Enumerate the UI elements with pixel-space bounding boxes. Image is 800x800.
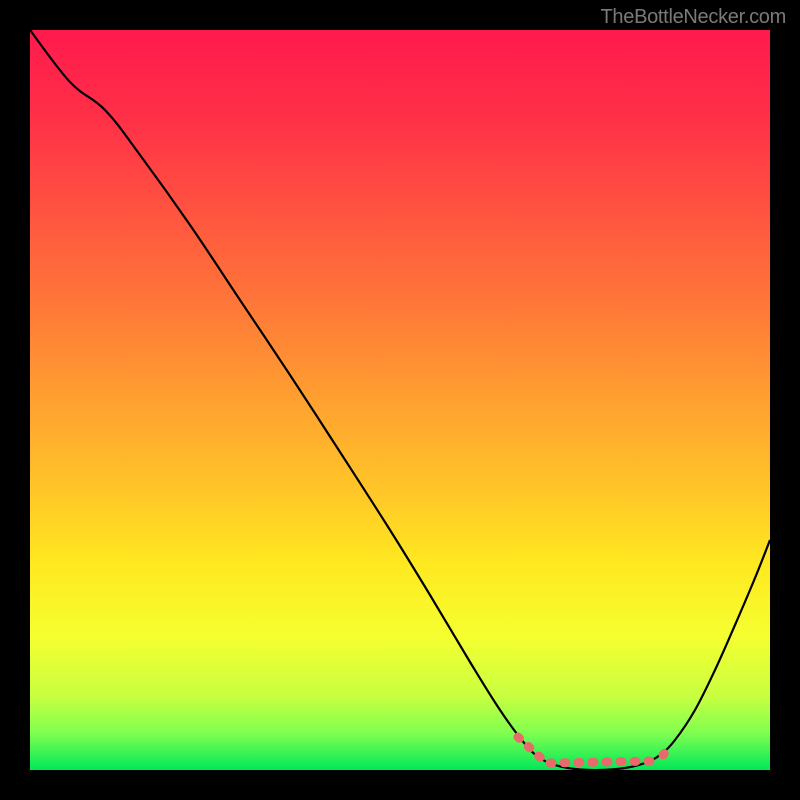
chart-area bbox=[30, 30, 770, 770]
chart-background bbox=[30, 30, 770, 770]
watermark-text: TheBottleNecker.com bbox=[601, 6, 787, 29]
chart-svg bbox=[30, 30, 770, 770]
